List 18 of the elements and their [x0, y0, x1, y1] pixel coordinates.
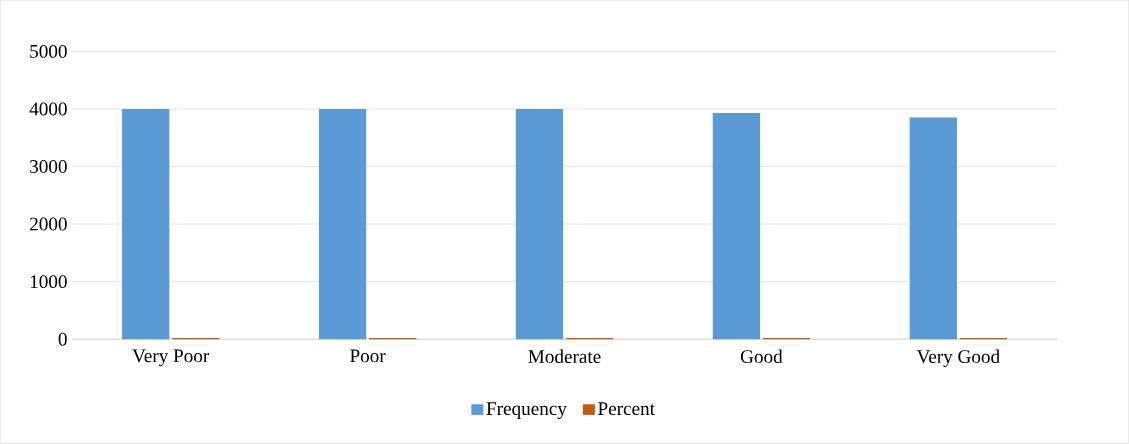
y-tick-label: 2000 [30, 217, 67, 231]
x-tick-label: Moderate [528, 349, 601, 364]
y-tick-label: 1000 [30, 275, 67, 289]
y-tick-label: 5000 [30, 45, 67, 59]
y-tick-label: 4000 [29, 102, 67, 116]
legend-label: Percent [598, 402, 655, 416]
bar [318, 109, 367, 340]
y-tick-label: 3000 [30, 160, 67, 174]
bar [515, 109, 564, 340]
bar [712, 113, 761, 340]
legend-label: Frequency [486, 402, 567, 420]
x-tick-label: Good [740, 349, 783, 364]
y-tick-label: 0 [58, 332, 67, 346]
x-tick-label: Very Good [916, 349, 1000, 368]
bar [122, 109, 170, 340]
x-tick-label: Very Poor [132, 349, 210, 367]
x-tick-label: Poor [350, 349, 386, 363]
bar [909, 117, 957, 340]
